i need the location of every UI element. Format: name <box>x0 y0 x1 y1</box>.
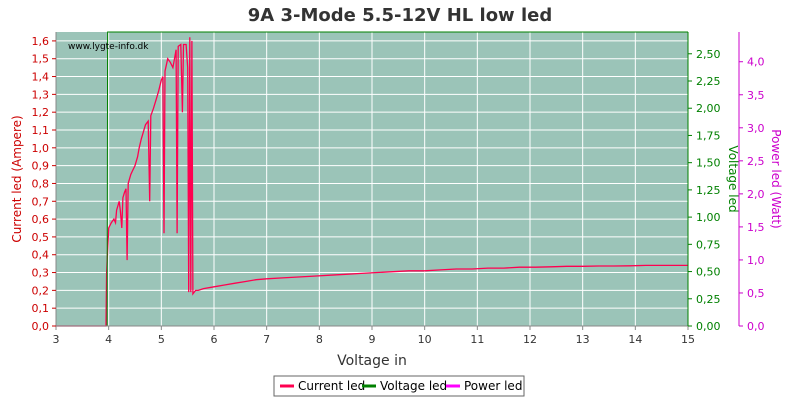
y-voltage-tick-label: 2,00 <box>696 102 721 115</box>
legend-label: Current led <box>298 379 365 393</box>
y-left-tick-label: 0,6 <box>32 213 50 226</box>
y-voltage-tick-label: 0,75 <box>696 238 721 251</box>
x-tick-label: 14 <box>628 333 642 346</box>
y-voltage-tick-label: 1,75 <box>696 129 721 142</box>
y-left-tick-label: 0,0 <box>32 320 50 333</box>
series-line-current-led <box>56 37 688 327</box>
watermark: www.lygte-info.dk <box>68 42 149 52</box>
y-left-tick-label: 0,1 <box>32 302 50 315</box>
y-voltage-tick-label: 1,50 <box>696 157 721 170</box>
y-axis-label-right-voltage: Voltage led <box>726 145 740 212</box>
y-left-tick-label: 1,6 <box>32 35 50 48</box>
y-left-tick-label: 0,7 <box>32 195 50 208</box>
y-left-tick-label: 1,0 <box>32 142 50 155</box>
x-tick-label: 5 <box>158 333 165 346</box>
y-voltage-tick-label: 0,25 <box>696 293 721 306</box>
x-tick-label: 15 <box>681 333 695 346</box>
x-axis-label: Voltage in <box>337 353 407 369</box>
x-tick-label: 11 <box>470 333 484 346</box>
legend: Current led Voltage led Power led <box>273 375 525 397</box>
y-left-tick-label: 1,5 <box>32 53 50 66</box>
y-left-tick-label: 0,2 <box>32 284 50 297</box>
x-tick-label: 7 <box>263 333 270 346</box>
legend-label: Voltage led <box>380 379 447 393</box>
x-tick-label: 8 <box>316 333 323 346</box>
y-voltage-tick-label: 0,00 <box>696 320 721 333</box>
x-tick-label: 3 <box>53 333 60 346</box>
y-power-tick-label: 2,5 <box>747 155 765 168</box>
x-tick-label: 4 <box>105 333 112 346</box>
x-tick-label: 9 <box>369 333 376 346</box>
y-axis-label-left: Current led (Ampere) <box>10 115 24 242</box>
y-power-tick-label: 4,0 <box>747 56 765 69</box>
y-left-tick-label: 0,8 <box>32 177 50 190</box>
y-left-tick-label: 1,4 <box>32 71 50 84</box>
y-left-tick-label: 1,3 <box>32 88 50 101</box>
y-power-tick-label: 3,0 <box>747 122 765 135</box>
axes: 3 4 5 6 7 8 9 10 11 12 13 14 15 0,0 0,1 0,2 0,3 0,4 0,5 0,6… <box>32 32 765 346</box>
y-power-tick-label: 2,0 <box>747 188 765 201</box>
y-left-tick-label: 1,2 <box>32 106 50 119</box>
y-voltage-tick-label: 2,25 <box>696 75 721 88</box>
y-left-tick-label: 0,4 <box>32 249 50 262</box>
legend-box <box>273 375 525 397</box>
y-voltage-tick-label: 1,25 <box>696 184 721 197</box>
y-voltage-tick-label: 0,50 <box>696 266 721 279</box>
y-left-tick-label: 0,9 <box>32 160 50 173</box>
y-left-tick-label: 0,5 <box>32 231 50 244</box>
y-power-tick-label: 3,5 <box>747 89 765 102</box>
x-tick-label: 13 <box>576 333 590 346</box>
chart-title: 9A 3-Mode 5.5-12V HL low led <box>248 5 552 26</box>
y-left-tick-label: 0,3 <box>32 267 50 280</box>
y-axis-label-right-power: Power led (Watt) <box>769 129 783 228</box>
y-voltage-tick-label: 1,00 <box>696 211 721 224</box>
y-power-tick-label: 1,5 <box>747 221 765 234</box>
y-left-tick-label: 1,1 <box>32 124 50 137</box>
y-voltage-tick-label: 2,50 <box>696 48 721 61</box>
x-tick-label: 12 <box>523 333 537 346</box>
y-power-tick-label: 0,0 <box>747 320 765 333</box>
x-tick-label: 10 <box>418 333 432 346</box>
y-power-tick-label: 1,0 <box>747 254 765 267</box>
y-power-tick-label: 0,5 <box>747 287 765 300</box>
legend-label: Power led <box>464 379 522 393</box>
x-tick-label: 6 <box>211 333 218 346</box>
